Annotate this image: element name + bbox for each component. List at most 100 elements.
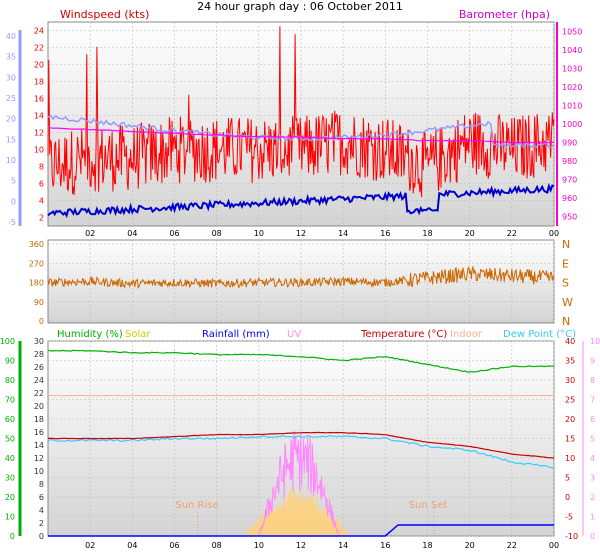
direction-tick-label: 270 [29, 259, 44, 268]
wind-tick-label: 2 [39, 214, 44, 223]
baro-tick-label: 1040 [562, 46, 582, 55]
humidity-tick-label: 70 [5, 396, 15, 405]
temperature-tick-label: 20 [565, 415, 575, 424]
x-tick-label: 06 [169, 541, 179, 550]
uv-tick-label: 1 [590, 513, 595, 522]
direction-left-axis: 0 90 180 270 360 [29, 240, 44, 326]
inner-tick-label: 14 [34, 441, 44, 450]
rainfall-line [48, 524, 554, 537]
uv-tick-label: 5 [590, 435, 595, 444]
x-tick-label: 12 [296, 229, 306, 238]
barometer-line [47, 127, 555, 144]
humidity-tick-label: 40 [5, 454, 15, 463]
x-tick-label: 02 [85, 541, 95, 550]
compass-label: N [562, 315, 570, 328]
temperature-tick-label: 10 [565, 454, 575, 463]
inner-tick-label: 6 [39, 493, 44, 502]
wind-outer-tick-label: 20 [6, 115, 16, 124]
sun-rise-label: Sun Rise [175, 500, 218, 511]
environment-x-axis: 02 04 06 08 10 12 14 16 18 20 22 00 [85, 541, 559, 550]
compass-label: N [562, 238, 570, 251]
wind-tick-label: 4 [39, 197, 44, 206]
wind-tick-label: 14 [34, 112, 44, 121]
wind-panel: Windspeed (kts) Barometer (hpa) -5 0 5 10 15… [6, 8, 583, 238]
wind-outer-tick-label: 35 [6, 53, 16, 62]
wind-outer-tick-label: 0 [11, 197, 16, 206]
windspeed-secondary-line [47, 114, 555, 149]
wind-tick-label: 16 [34, 95, 44, 104]
inner-tick-label: 18 [34, 415, 44, 424]
compass-label: S [562, 277, 569, 290]
humidity-tick-label: 50 [5, 435, 15, 444]
inner-tick-label: 20 [34, 402, 44, 411]
x-tick-label: 00 [549, 229, 559, 238]
direction-tick-label: 360 [29, 240, 44, 249]
wind-tick-label: 12 [34, 129, 44, 138]
inner-tick-label: 22 [34, 389, 44, 398]
baro-tick-label: 1030 [562, 64, 582, 73]
wind-outer-tick-label: 30 [6, 73, 16, 82]
windspeed-average-line [47, 182, 555, 218]
environment-panel: Humidity (%) Solar Rainfall (mm) UV Temperat… [0, 329, 600, 550]
inner-tick-label: 4 [39, 506, 44, 515]
humidity-tick-label: 10 [5, 513, 15, 522]
uv-tick-label: 2 [590, 493, 595, 502]
inner-tick-label: 28 [34, 350, 44, 359]
wind-outer-tick-label: 15 [6, 135, 16, 144]
temperature-axis: -10 -5 0 5 10 15 20 25 30 35 40 [565, 337, 578, 541]
x-tick-label: 08 [212, 229, 222, 238]
uv-tick-label: 4 [590, 454, 595, 463]
direction-series [47, 265, 555, 290]
wind-tick-label: 8 [39, 163, 44, 172]
uv-line [258, 430, 340, 537]
x-tick-label: 22 [507, 229, 517, 238]
humidity-tick-label: 60 [5, 415, 15, 424]
windspeed-gust-line [47, 26, 555, 198]
baro-tick-label: 1000 [562, 120, 582, 129]
wind-outer-tick-label: 40 [6, 32, 16, 41]
humidity-tick-label: 20 [5, 493, 15, 502]
humidity-tick-label: 80 [5, 376, 15, 385]
wind-tick-label: 22 [34, 44, 44, 53]
wind-tick-label: 18 [34, 78, 44, 87]
x-tick-label: 20 [465, 541, 475, 550]
legend-humidity: Humidity (%) [57, 329, 123, 340]
x-tick-label: 14 [338, 229, 348, 238]
legend-dewpoint: Dew Point (°C) [503, 329, 576, 340]
baro-tick-label: 970 [562, 176, 577, 185]
inner-tick-label: 26 [34, 363, 44, 372]
inner-tick-label: 12 [34, 454, 44, 463]
environment-legend: Humidity (%) Solar Rainfall (mm) UV Temperat… [57, 329, 576, 340]
compass-label: E [562, 257, 569, 270]
temperature-tick-label: 5 [565, 474, 570, 483]
baro-tick-label: 960 [562, 194, 577, 203]
x-tick-label: 14 [338, 541, 348, 550]
inner-tick-label: 0 [39, 532, 44, 541]
uv-axis: 0 1 2 3 4 5 6 7 8 9 10 [582, 337, 600, 541]
humidity-axis: 0 10 20 30 40 50 60 70 80 90 100 [0, 337, 22, 541]
chart-title: 24 hour graph day : 06 October 2011 [197, 0, 403, 13]
x-tick-label: 08 [212, 541, 222, 550]
legend-indoor: Indoor [450, 329, 483, 340]
temperature-tick-label: 15 [565, 435, 575, 444]
uv-tick-label: 7 [590, 396, 595, 405]
x-tick-label: 10 [254, 541, 264, 550]
x-tick-label: 18 [422, 541, 432, 550]
humidity-tick-label: 0 [10, 532, 15, 541]
wind-tick-label: 6 [39, 180, 44, 189]
wind-outer-tick-label: 25 [6, 94, 16, 103]
uv-tick-label: 0 [590, 532, 595, 541]
direction-tick-label: 180 [29, 279, 44, 288]
uv-tick-label: 9 [590, 357, 595, 366]
uv-tick-label: 8 [590, 376, 595, 385]
x-tick-label: 00 [549, 541, 559, 550]
temperature-tick-label: 40 [565, 337, 575, 346]
legend-rain: Rainfall (mm) [202, 329, 270, 340]
baro-tick-label: 950 [562, 213, 577, 222]
legend-solar: Solar [125, 329, 151, 340]
x-tick-label: 16 [380, 229, 390, 238]
wind-outer-tick-label: 10 [6, 156, 16, 165]
